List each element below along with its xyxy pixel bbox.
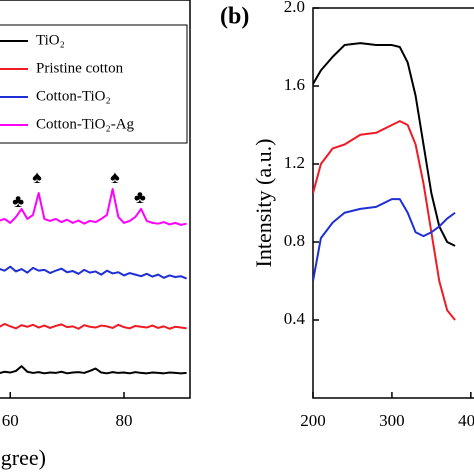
peak-marker: ♣	[12, 191, 24, 211]
data-line	[313, 120, 456, 321]
y-tick-label: 0.4	[284, 309, 306, 328]
y-axis-label: Intensity (a.u.)	[251, 139, 276, 268]
plot-area	[313, 42, 456, 321]
panel-label: (b)	[220, 4, 249, 30]
data-line	[313, 42, 456, 247]
x-tick-label: 300	[379, 411, 405, 430]
plot-frame	[0, 0, 191, 399]
legend-label: TiO₂	[36, 32, 65, 48]
legend-label: Cotton-TiO₂-Ag	[36, 116, 135, 132]
x-tick-label: 400	[458, 411, 474, 430]
peak-marker: ♠	[32, 167, 42, 187]
y-tick-label: 2.0	[284, 0, 305, 16]
x-tick-label: 80	[116, 411, 133, 430]
legend-label: Pristine cotton	[36, 60, 124, 76]
data-line	[0, 322, 187, 330]
x-tick-label: 200	[300, 411, 326, 430]
plot-area	[0, 188, 187, 375]
data-line	[0, 365, 187, 375]
y-tick-label: 0.8	[284, 231, 305, 250]
data-line	[0, 265, 187, 280]
peak-marker: ♣	[134, 187, 146, 207]
peak-marker: ♠	[110, 167, 120, 187]
y-tick-label: 1.2	[284, 153, 305, 172]
x-tick-label: 60	[2, 411, 19, 430]
legend-label: Cotton-TiO₂	[36, 88, 111, 104]
data-line	[313, 198, 456, 282]
plot-frame	[312, 7, 474, 399]
data-line	[0, 188, 187, 226]
x-axis-label: (degree)	[0, 445, 46, 470]
y-tick-label: 1.6	[284, 75, 305, 94]
legend-box	[0, 24, 188, 144]
